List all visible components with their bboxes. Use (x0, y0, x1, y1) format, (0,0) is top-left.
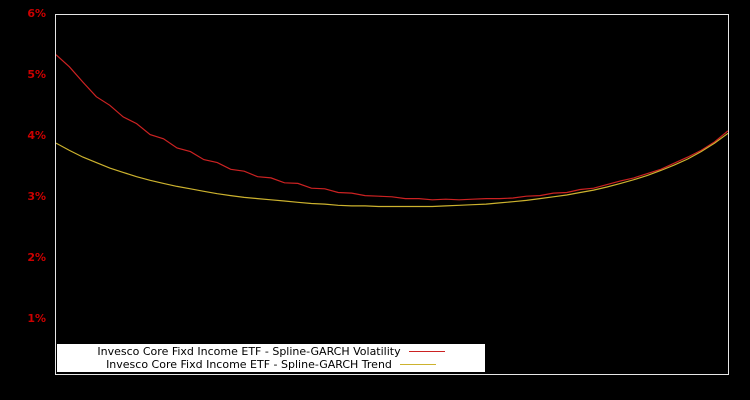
trend-series-line (56, 132, 728, 208)
y-tick-label-4pct: 4% (27, 129, 46, 142)
legend-row-trend: Invesco Core Fixd Income ETF - Spline-GA… (57, 358, 485, 371)
legend-line-sample-volatility (408, 351, 445, 352)
y-axis: 6% 5% 4% 3% 2% 1% (0, 0, 48, 400)
volatility-series-line (56, 54, 728, 201)
y-tick-label-5pct: 5% (27, 68, 46, 81)
plot-area: Invesco Core Fixd Income ETF - Spline-GA… (55, 14, 729, 375)
y-tick-label-1pct: 1% (27, 312, 46, 325)
y-tick-label-6pct: 6% (27, 7, 46, 20)
legend-label-volatility: Invesco Core Fixd Income ETF - Spline-GA… (97, 345, 401, 358)
legend: Invesco Core Fixd Income ETF - Spline-GA… (57, 344, 485, 372)
y-tick-label-3pct: 3% (27, 190, 46, 203)
legend-row-volatility: Invesco Core Fixd Income ETF - Spline-GA… (57, 345, 485, 358)
y-tick-label-2pct: 2% (27, 251, 46, 264)
legend-line-sample-trend (399, 364, 436, 365)
series-svg (56, 54, 728, 208)
legend-label-trend: Invesco Core Fixd Income ETF - Spline-GA… (106, 358, 392, 371)
